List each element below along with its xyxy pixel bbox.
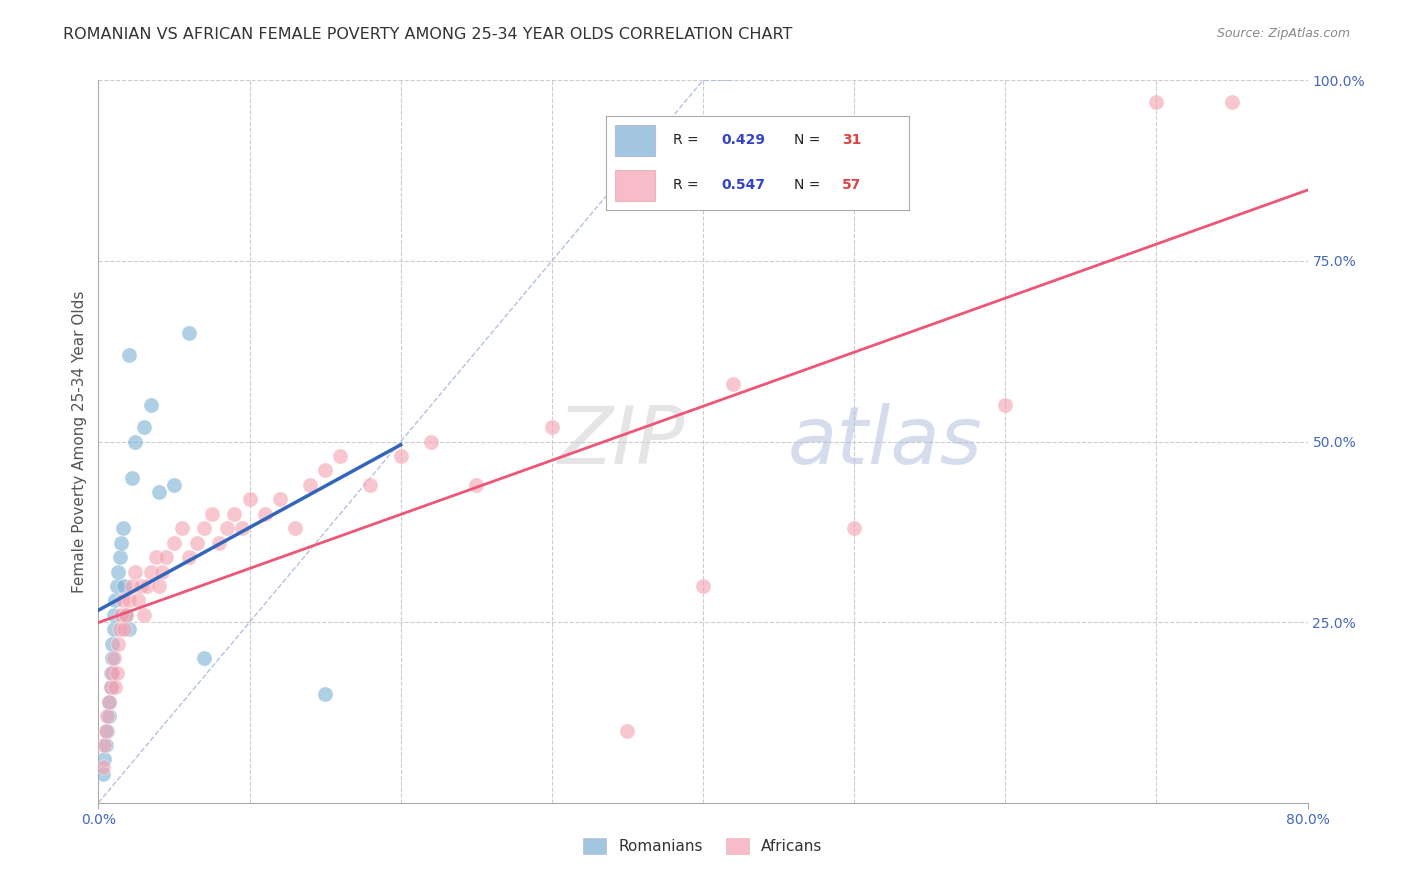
- Point: [1220, 95, 1243, 109]
- Point: [127, 593, 149, 607]
- Point: [103, 651, 125, 665]
- Point: [201, 507, 224, 521]
- Point: [1144, 95, 1167, 109]
- Point: [215, 521, 238, 535]
- Point: [91, 767, 114, 781]
- Point: [100, 665, 122, 680]
- Point: [98, 695, 121, 709]
- Point: [420, 434, 443, 449]
- Point: [360, 478, 382, 492]
- Point: [141, 398, 163, 412]
- Point: [135, 579, 157, 593]
- Point: [96, 723, 118, 738]
- Point: [94, 723, 117, 738]
- Point: [107, 637, 129, 651]
- Point: [98, 695, 121, 709]
- Point: [284, 521, 307, 535]
- Point: [994, 398, 1017, 412]
- Point: [163, 478, 186, 492]
- Point: [104, 680, 127, 694]
- Point: [108, 623, 131, 637]
- Point: [299, 478, 322, 492]
- Text: atlas: atlas: [787, 402, 983, 481]
- Point: [616, 723, 638, 738]
- Point: [110, 535, 132, 549]
- Point: [100, 680, 122, 694]
- Point: [329, 449, 352, 463]
- Point: [98, 709, 121, 723]
- Point: [124, 565, 146, 579]
- Point: [389, 449, 412, 463]
- Point: [121, 579, 143, 593]
- Point: [103, 607, 125, 622]
- Point: [91, 760, 114, 774]
- Point: [111, 593, 134, 607]
- Point: [540, 420, 562, 434]
- Point: [93, 738, 115, 752]
- Point: [155, 550, 177, 565]
- Point: [148, 579, 170, 593]
- Point: [148, 485, 170, 500]
- Point: [723, 376, 745, 391]
- Point: [269, 492, 291, 507]
- Point: [193, 651, 215, 665]
- Point: [114, 607, 136, 622]
- Point: [129, 579, 152, 593]
- Point: [844, 521, 866, 535]
- Point: [118, 348, 141, 362]
- Text: ZIP: ZIP: [558, 402, 685, 481]
- Point: [132, 420, 155, 434]
- Point: [114, 607, 136, 622]
- Y-axis label: Female Poverty Among 25-34 Year Olds: Female Poverty Among 25-34 Year Olds: [72, 291, 87, 592]
- Point: [314, 463, 336, 477]
- Point: [186, 535, 208, 549]
- Point: [93, 752, 115, 766]
- Point: [224, 507, 246, 521]
- Legend: Romanians, Africans: Romanians, Africans: [578, 832, 828, 860]
- Point: [112, 579, 135, 593]
- Point: [239, 492, 262, 507]
- Point: [121, 470, 143, 484]
- Point: [105, 579, 128, 593]
- Point: [108, 550, 131, 565]
- Point: [145, 550, 167, 565]
- Point: [110, 607, 132, 622]
- Point: [94, 738, 117, 752]
- Point: [692, 579, 714, 593]
- Point: [132, 607, 155, 622]
- Point: [118, 623, 141, 637]
- Point: [193, 521, 215, 535]
- Point: [118, 593, 141, 607]
- Point: [103, 623, 125, 637]
- Point: [107, 565, 129, 579]
- Point: [141, 565, 163, 579]
- Point: [150, 565, 173, 579]
- Point: [124, 434, 146, 449]
- Point: [231, 521, 253, 535]
- Point: [253, 507, 276, 521]
- Point: [105, 665, 128, 680]
- Point: [179, 550, 201, 565]
- Point: [100, 680, 122, 694]
- Point: [104, 593, 127, 607]
- Point: [96, 709, 118, 723]
- Point: [465, 478, 488, 492]
- Point: [163, 535, 186, 549]
- Point: [314, 687, 336, 701]
- Point: [101, 665, 124, 680]
- Point: [111, 521, 134, 535]
- Text: Source: ZipAtlas.com: Source: ZipAtlas.com: [1216, 27, 1350, 40]
- Point: [112, 623, 135, 637]
- Point: [179, 326, 201, 340]
- Point: [101, 637, 124, 651]
- Text: ROMANIAN VS AFRICAN FEMALE POVERTY AMONG 25-34 YEAR OLDS CORRELATION CHART: ROMANIAN VS AFRICAN FEMALE POVERTY AMONG…: [63, 27, 793, 42]
- Point: [208, 535, 231, 549]
- Point: [170, 521, 193, 535]
- Point: [101, 651, 124, 665]
